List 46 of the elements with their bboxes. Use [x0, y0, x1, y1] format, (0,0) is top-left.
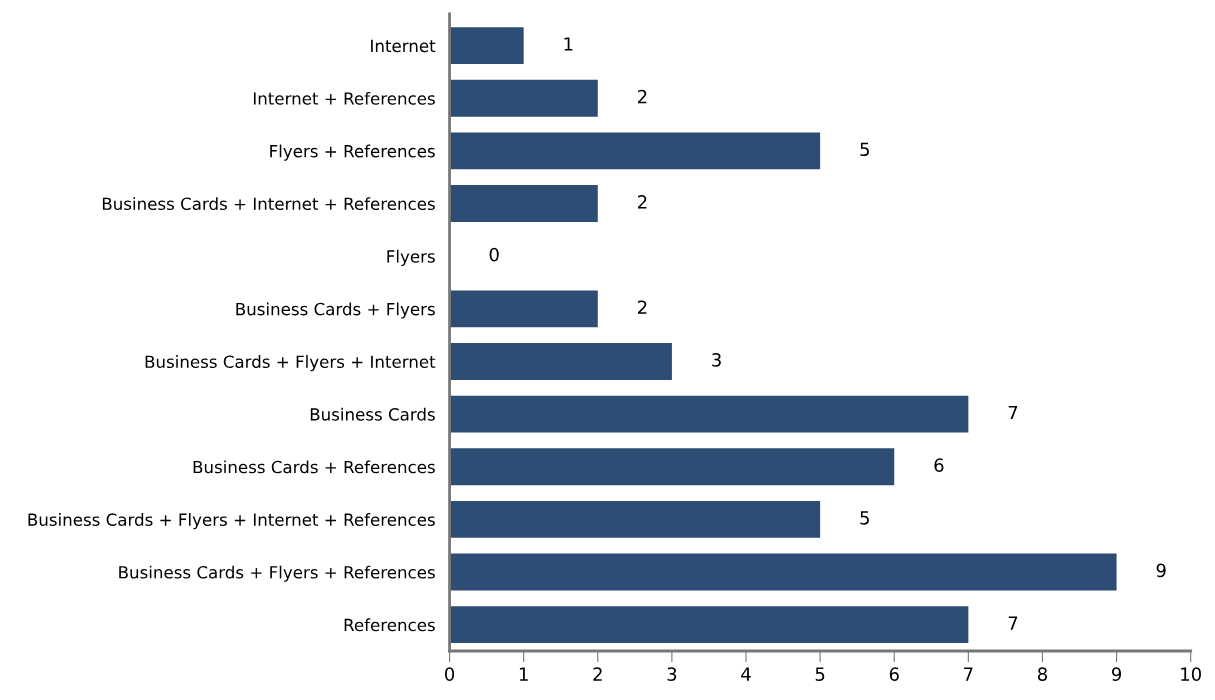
x-tick-label: 6: [889, 667, 899, 681]
x-tick-label: 5: [815, 667, 825, 681]
x-tick-label: 2: [593, 667, 602, 681]
bar: [449, 448, 895, 486]
y-tick-label: Business Cards + Flyers + Internet: [145, 355, 436, 372]
bar: [449, 185, 598, 222]
bar: [449, 500, 821, 538]
data-label: 2: [637, 195, 647, 209]
y-tick-label: Business Cards + References: [193, 460, 435, 474]
y-tick-label: Internet + References: [253, 91, 435, 105]
bar: [449, 27, 524, 65]
data-label: 9: [1156, 563, 1166, 578]
data-label: 7: [1008, 616, 1018, 630]
data-label: 6: [934, 458, 944, 472]
y-tick-label: Business Cards + Flyers: [236, 302, 435, 319]
bar: [449, 553, 1117, 591]
data-label: 5: [860, 511, 869, 525]
x-tick-label: 10: [1181, 667, 1201, 681]
data-label: 3: [712, 353, 721, 367]
x-tick-label: 8: [1037, 667, 1047, 681]
bar: [449, 290, 598, 328]
y-tick-label: Flyers: [387, 249, 435, 266]
data-label: 1: [564, 37, 573, 51]
data-label: 0: [489, 247, 499, 262]
x-tick-label: 7: [964, 667, 973, 681]
x-tick-label: 4: [741, 667, 751, 681]
data-label: 7: [1008, 405, 1018, 420]
bar: [449, 343, 672, 380]
bar: [449, 395, 969, 433]
y-tick-label: Flyers + References: [270, 144, 435, 161]
y-tick-label: References: [344, 618, 435, 632]
bar: [449, 132, 821, 170]
bar: [449, 606, 969, 644]
data-label: 2: [637, 300, 647, 314]
x-tick-label: 1: [519, 667, 528, 681]
y-tick-label: Business Cards + Flyers + Internet + References: [28, 513, 435, 530]
data-label: 5: [860, 142, 869, 157]
y-tick-label: Business Cards + Flyers + References: [119, 565, 435, 582]
y-tick-label: Business Cards + Internet + References: [102, 197, 435, 211]
y-tick-label: Internet: [371, 39, 436, 53]
x-tick-label: 9: [1111, 667, 1122, 681]
bar: [449, 79, 598, 117]
x-tick-label: 0: [445, 667, 455, 681]
y-tick-label: Business Cards: [310, 407, 435, 421]
x-tick-label: 3: [667, 667, 677, 681]
data-label: 2: [637, 89, 647, 104]
